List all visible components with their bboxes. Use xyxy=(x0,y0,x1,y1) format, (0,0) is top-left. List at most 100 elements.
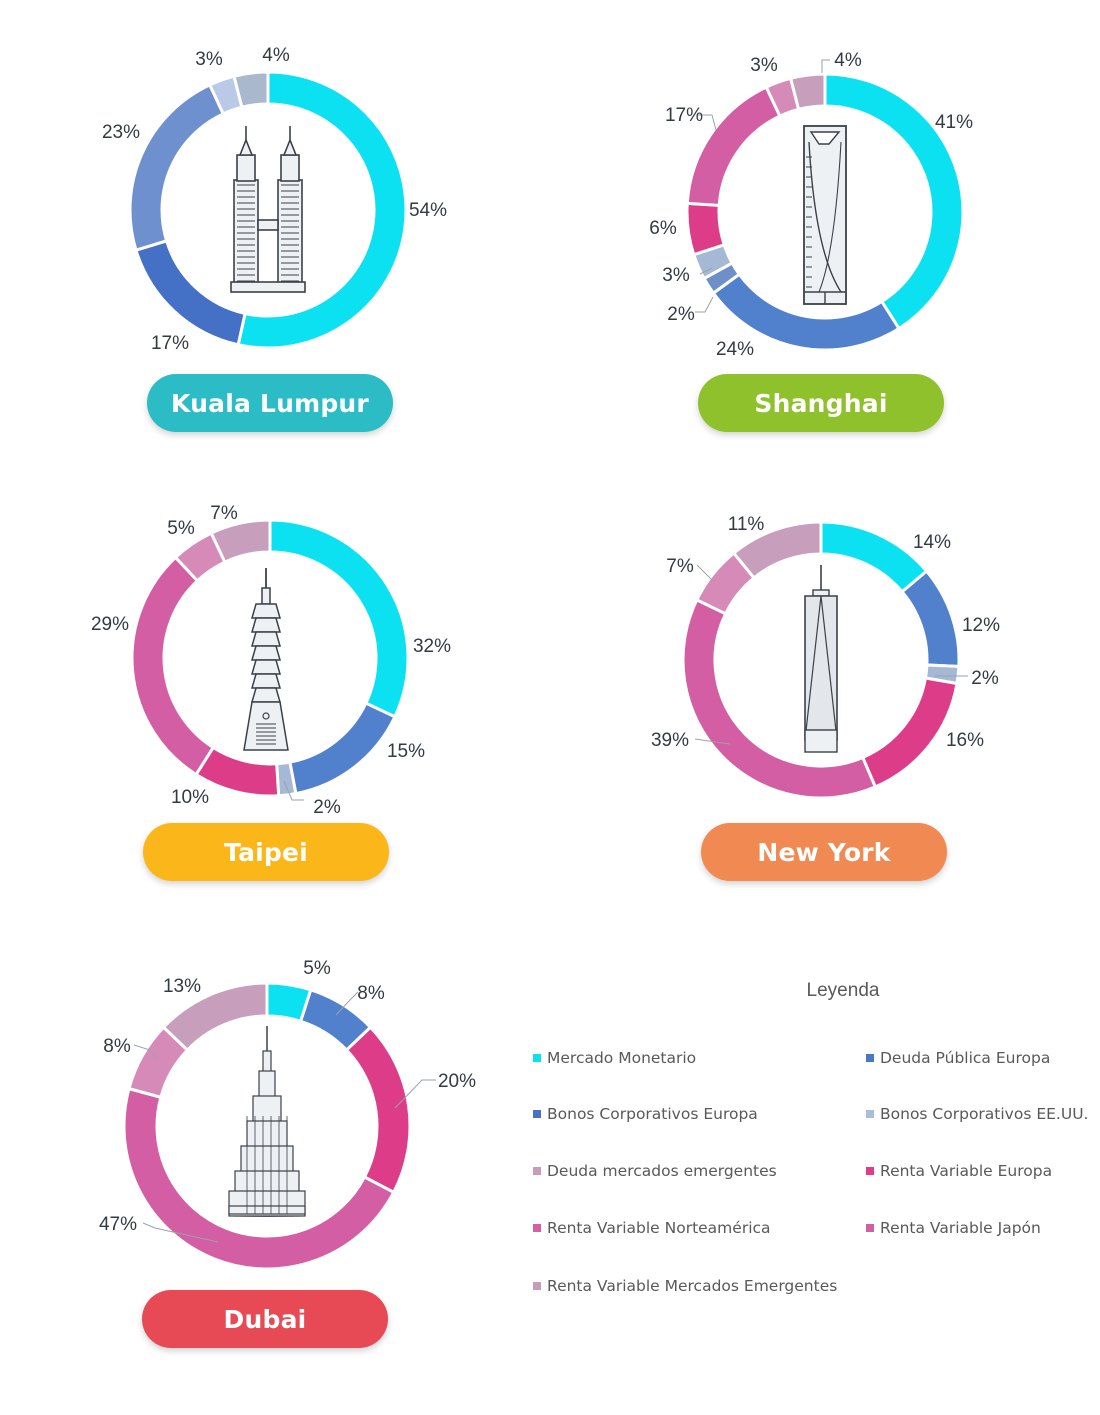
leader-line xyxy=(695,296,714,313)
slice-percent-label: 16% xyxy=(946,730,984,751)
donut-slice xyxy=(344,1025,412,1195)
legend-swatch xyxy=(866,1224,874,1232)
donut-slice xyxy=(209,518,272,565)
slice-percent-label: 24% xyxy=(716,339,754,360)
legend-label: Bonos Corporativos EE.UU. xyxy=(880,1105,1089,1123)
legend-label: Renta Variable Mercados Emergentes xyxy=(547,1277,838,1295)
donut-slice xyxy=(860,676,959,789)
leader-line xyxy=(335,991,359,1016)
donut-slice xyxy=(134,238,247,347)
slice-percent-label: 5% xyxy=(167,518,195,539)
slice-percent-label: 8% xyxy=(103,1036,131,1057)
donut-slice xyxy=(130,555,216,777)
slice-percent-label: 17% xyxy=(665,105,703,126)
city-pill-label: Dubai xyxy=(223,1304,307,1334)
slice-percent-label: 3% xyxy=(750,55,778,76)
slice-percent-label: 7% xyxy=(666,556,694,577)
donut-slice xyxy=(232,70,270,110)
slice-percent-label: 4% xyxy=(834,50,862,71)
leader-line xyxy=(697,114,717,131)
city-pill-dubai: Dubai xyxy=(142,1290,388,1348)
slice-percent-label: 17% xyxy=(151,333,189,354)
legend-item: Renta Variable Japón xyxy=(866,1219,1041,1237)
legend-label: Deuda mercados emergentes xyxy=(547,1162,777,1180)
shanghai-ring: 41% 24% 2% 3% 6% 17% 3% 4% xyxy=(649,50,973,360)
kuala-lumpur-ring: 54% 17% 23% 3% 4% xyxy=(102,45,447,354)
legend-item: Deuda Pública Europa xyxy=(866,1049,1050,1067)
legend-title: Leyenda xyxy=(806,980,880,1001)
city-pill-kuala-lumpur: Kuala Lumpur xyxy=(147,374,393,432)
taipei-ring: 32% 15% 2% 10% 29% 5% 7% xyxy=(91,503,451,818)
donut-slice xyxy=(122,1086,396,1271)
donut-slice xyxy=(731,520,823,580)
slice-percent-label: 3% xyxy=(662,265,690,286)
legend-item: Bonos Corporativos Europa xyxy=(533,1105,758,1123)
legend-swatch xyxy=(533,1110,541,1118)
slice-percent-label: 12% xyxy=(962,615,1000,636)
slice-percent-label: 2% xyxy=(313,797,341,818)
legend: Leyenda Mercado Monetario Deuda Pública … xyxy=(528,976,1088,1306)
donut-slice xyxy=(685,201,727,257)
slice-percent-label: 6% xyxy=(649,218,677,239)
legend-item: Bonos Corporativos EE.UU. xyxy=(866,1105,1088,1123)
legend-swatch xyxy=(533,1282,541,1290)
donut-slice xyxy=(681,597,878,800)
slice-percent-label: 3% xyxy=(195,49,223,70)
legend-item: Renta Variable Europa xyxy=(866,1162,1052,1180)
city-pill-new-york: New York xyxy=(701,823,947,881)
leader-line xyxy=(696,564,713,581)
slice-percent-label: 54% xyxy=(409,200,447,221)
slice-percent-label: 15% xyxy=(387,741,425,762)
slice-percent-label: 23% xyxy=(102,122,140,143)
leader-line xyxy=(394,1079,436,1109)
donut-slice xyxy=(819,520,929,594)
donut-slice xyxy=(899,568,961,669)
slice-percent-label: 7% xyxy=(210,503,238,524)
slice-percent-label: 14% xyxy=(913,532,951,553)
donut-slice xyxy=(161,981,269,1053)
city-pill-label: Kuala Lumpur xyxy=(171,388,369,418)
legend-label: Renta Variable Norteamérica xyxy=(547,1219,771,1237)
slice-percent-label: 29% xyxy=(91,614,129,635)
taipei-101-icon xyxy=(243,568,289,751)
slice-percent-label: 32% xyxy=(413,636,451,657)
city-pill-shanghai: Shanghai xyxy=(698,374,944,432)
donut-slice xyxy=(788,72,827,112)
legend-label: Mercado Monetario xyxy=(547,1049,697,1067)
slice-percent-label: 5% xyxy=(303,958,331,979)
legend-swatch xyxy=(533,1167,541,1175)
slice-percent-label: 10% xyxy=(171,787,209,808)
leader-line xyxy=(283,780,304,801)
leader-line xyxy=(694,738,731,745)
leader-line xyxy=(821,59,830,73)
city-pill-label: Shanghai xyxy=(754,388,888,418)
slice-percent-label: 11% xyxy=(728,514,765,535)
legend-swatch xyxy=(866,1110,874,1118)
slice-percent-label: 4% xyxy=(262,45,290,66)
leader-line xyxy=(133,1044,159,1061)
legend-label: Deuda Pública Europa xyxy=(880,1049,1051,1067)
slice-percent-label: 20% xyxy=(438,1071,476,1092)
legend-swatch xyxy=(533,1054,541,1062)
slice-percent-label: 41% xyxy=(935,112,973,133)
legend-label: Renta Variable Japón xyxy=(880,1219,1041,1237)
legend-swatch xyxy=(866,1054,874,1062)
city-pill-taipei: Taipei xyxy=(143,823,389,881)
new-york-ring: 14% 12% 2% 16% 39% 7% 11% xyxy=(651,514,1000,800)
donut-slice xyxy=(236,70,408,350)
burj-khalifa-icon xyxy=(228,1026,306,1217)
city-pill-label: New York xyxy=(757,837,891,867)
slice-percent-label: 39% xyxy=(651,730,689,751)
legend-label: Bonos Corporativos Europa xyxy=(547,1105,758,1123)
legend-item: Renta Variable Norteamérica xyxy=(533,1219,771,1237)
slice-percent-label: 2% xyxy=(667,304,695,325)
legend-swatch xyxy=(866,1167,874,1175)
donut-slice xyxy=(128,82,226,253)
donut-slice xyxy=(823,72,965,331)
petronas-towers-icon xyxy=(230,126,306,293)
shanghai-tower-icon xyxy=(803,125,847,305)
legend-swatch xyxy=(533,1224,541,1232)
legend-label: Renta Variable Europa xyxy=(880,1162,1053,1180)
city-pill-label: Taipei xyxy=(224,837,308,867)
leader-line xyxy=(699,267,713,275)
